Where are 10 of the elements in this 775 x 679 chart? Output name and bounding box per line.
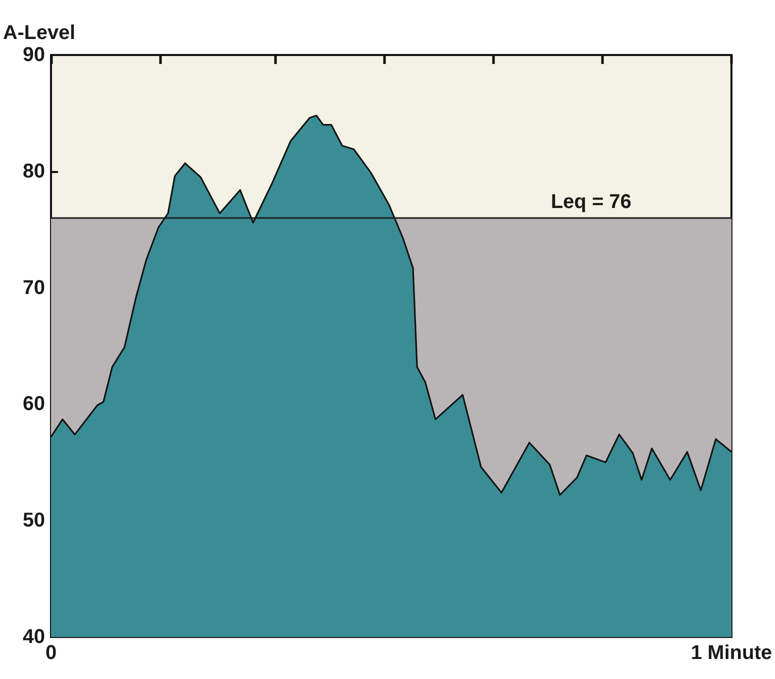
y-tick-label: 50: [22, 510, 45, 532]
x-tick-label: 0: [45, 642, 57, 664]
ref-line-label: Leq = 76: [550, 190, 632, 213]
x-tick-label: 1 Minute: [690, 642, 772, 664]
y-tick-label: 40: [22, 626, 45, 648]
y-axis-title: A-Level: [3, 22, 76, 44]
y-tick-label: 60: [22, 393, 45, 416]
y-tick-label: 80: [22, 160, 45, 182]
y-tick-label: 70: [22, 276, 45, 299]
y-tick-label: 90: [22, 44, 45, 66]
